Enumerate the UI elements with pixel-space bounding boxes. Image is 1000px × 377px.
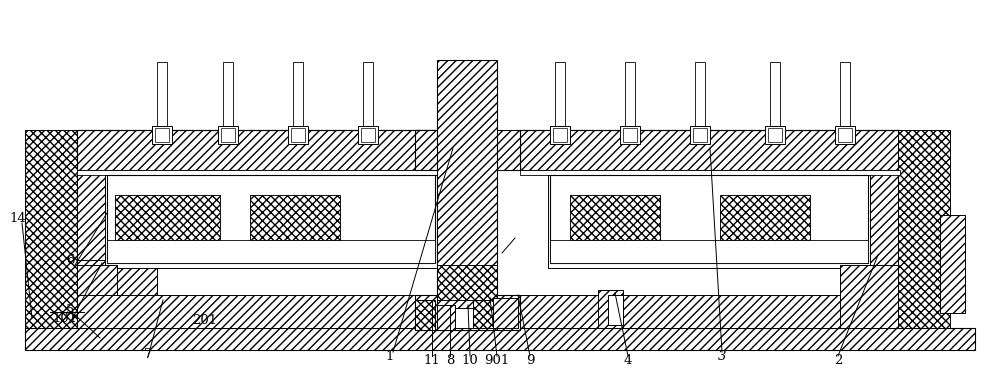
Bar [221,128,235,142]
Text: 14: 14 [10,211,26,224]
Text: 6: 6 [66,253,74,267]
Bar [838,128,852,142]
Text: 11: 11 [424,354,440,366]
Bar [415,300,435,330]
Text: 1: 1 [386,349,394,363]
Bar [840,62,850,126]
Bar [415,130,520,170]
Bar [437,60,497,330]
Bar [437,305,455,330]
Bar [693,128,707,142]
Text: 4: 4 [624,354,632,366]
Bar [157,62,167,126]
Bar [363,62,373,126]
Text: 5: 5 [66,303,74,317]
Bar [520,295,898,328]
Bar [77,130,437,170]
Bar [870,170,898,300]
Bar [291,128,305,142]
Text: 2: 2 [834,354,842,366]
Bar [623,128,637,142]
Bar [720,195,810,240]
Bar [25,130,77,328]
Text: 8: 8 [446,354,454,366]
Bar [77,170,437,175]
Bar [550,175,868,263]
Bar [77,170,105,300]
Bar [358,126,378,144]
Bar [598,290,623,328]
Bar [768,128,782,142]
Bar [770,62,780,126]
Text: 101: 101 [52,311,78,325]
Bar [570,195,660,240]
Bar [115,195,220,240]
Text: 7: 7 [144,348,152,360]
Bar [608,295,623,325]
Bar [107,240,435,263]
Bar [765,126,785,144]
Text: 10: 10 [462,354,478,366]
Text: 901: 901 [484,354,510,366]
Bar [473,300,493,328]
Bar [25,328,975,350]
Text: 201: 201 [192,314,218,326]
Bar [898,130,950,328]
Bar [250,195,340,240]
Text: 3: 3 [718,349,726,363]
Bar [695,62,705,126]
Bar [155,128,169,142]
Bar [77,265,117,295]
Bar [415,295,520,330]
Bar [553,128,567,142]
Bar [455,308,473,328]
Bar [218,126,238,144]
Bar [835,126,855,144]
Bar [107,175,435,263]
Bar [77,260,157,328]
Bar [223,62,233,126]
Bar [293,62,303,126]
Bar [77,295,437,328]
Bar [361,128,375,142]
Bar [690,126,710,144]
Bar [720,195,810,240]
Bar [115,195,220,240]
Bar [550,126,570,144]
Bar [555,62,565,126]
Bar [152,126,172,144]
Bar [620,126,640,144]
Bar [250,195,340,240]
Bar [940,215,965,313]
Bar [570,195,660,240]
Bar [520,130,900,170]
Bar [625,62,635,126]
Bar [550,240,868,263]
Bar [520,170,900,175]
Bar [437,265,497,300]
Bar [105,175,437,268]
Bar [493,298,518,328]
Text: 9: 9 [526,354,534,366]
Bar [840,265,898,328]
Bar [548,175,870,268]
Bar [288,126,308,144]
